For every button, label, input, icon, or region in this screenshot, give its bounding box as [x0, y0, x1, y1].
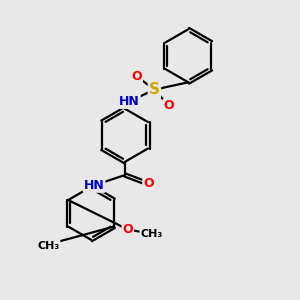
- Text: O: O: [123, 223, 133, 236]
- Text: O: O: [143, 177, 154, 190]
- Text: O: O: [164, 99, 175, 112]
- Text: HN: HN: [119, 95, 140, 108]
- Text: S: S: [149, 82, 160, 97]
- Text: O: O: [131, 70, 142, 83]
- Text: CH₃: CH₃: [37, 241, 59, 251]
- Text: HN: HN: [84, 179, 104, 192]
- Text: CH₃: CH₃: [140, 229, 163, 239]
